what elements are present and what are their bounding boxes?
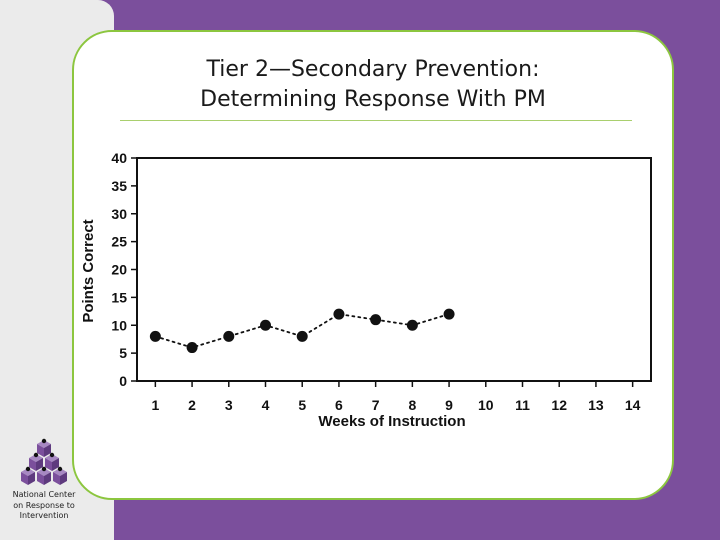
chart-axes — [131, 157, 652, 387]
x-tick-label: 10 — [478, 397, 494, 413]
y-tick-label: 15 — [111, 289, 127, 305]
y-tick-label: 40 — [111, 150, 127, 166]
logo-text: National Center on Response to Intervent… — [4, 490, 84, 522]
cube-pyramid-logo-icon — [21, 438, 67, 485]
x-tick-label: 2 — [188, 397, 196, 413]
plot-frame — [136, 157, 652, 382]
x-tick-label: 8 — [408, 397, 416, 413]
logo-text-line2: on Response to — [13, 500, 75, 510]
x-tick-label: 11 — [515, 397, 530, 413]
slide-card — [72, 30, 674, 500]
logo-text-line3: Intervention — [19, 511, 69, 520]
x-tick-label: 6 — [335, 397, 343, 413]
x-tick-label: 5 — [298, 397, 306, 413]
title-divider — [120, 120, 632, 121]
x-tick-label: 4 — [262, 397, 270, 413]
x-tick-label: 3 — [225, 397, 233, 413]
y-tick-label: 0 — [119, 373, 127, 389]
data-point — [406, 319, 418, 331]
y-tick-label: 30 — [111, 206, 127, 222]
x-tick-label: 1 — [151, 397, 159, 413]
y-tick-label: 35 — [111, 178, 127, 194]
logo-text-line1: National Center — [12, 490, 76, 499]
x-tick-label: 7 — [372, 397, 380, 413]
x-tick-label: 13 — [588, 397, 604, 413]
x-axis-label: Weeks of Instruction — [318, 413, 465, 430]
x-tick-label: 14 — [625, 397, 641, 413]
data-point — [296, 330, 308, 342]
y-tick-label: 20 — [111, 262, 127, 278]
slide-title: Tier 2—Secondary Prevention: Determining… — [120, 55, 626, 115]
chart-series-line — [154, 313, 450, 349]
data-point — [443, 308, 455, 320]
x-tick-label: 12 — [551, 397, 567, 413]
data-point — [260, 319, 271, 331]
y-axis-label: Points Correct — [80, 219, 97, 322]
data-point — [370, 314, 382, 326]
data-point — [223, 330, 235, 342]
data-point — [333, 308, 345, 320]
data-point — [186, 342, 198, 354]
slide-title-line1: Tier 2—Secondary Prevention: — [206, 57, 540, 82]
series-line — [154, 313, 450, 349]
y-tick-label: 25 — [111, 234, 127, 250]
y-tick-label: 10 — [111, 317, 127, 333]
x-tick-label: 9 — [445, 397, 453, 413]
y-tick-label: 5 — [119, 345, 127, 361]
slide-title-line2: Determining Response With PM — [200, 87, 546, 112]
chart-data-points — [149, 308, 455, 354]
data-point — [149, 330, 161, 342]
